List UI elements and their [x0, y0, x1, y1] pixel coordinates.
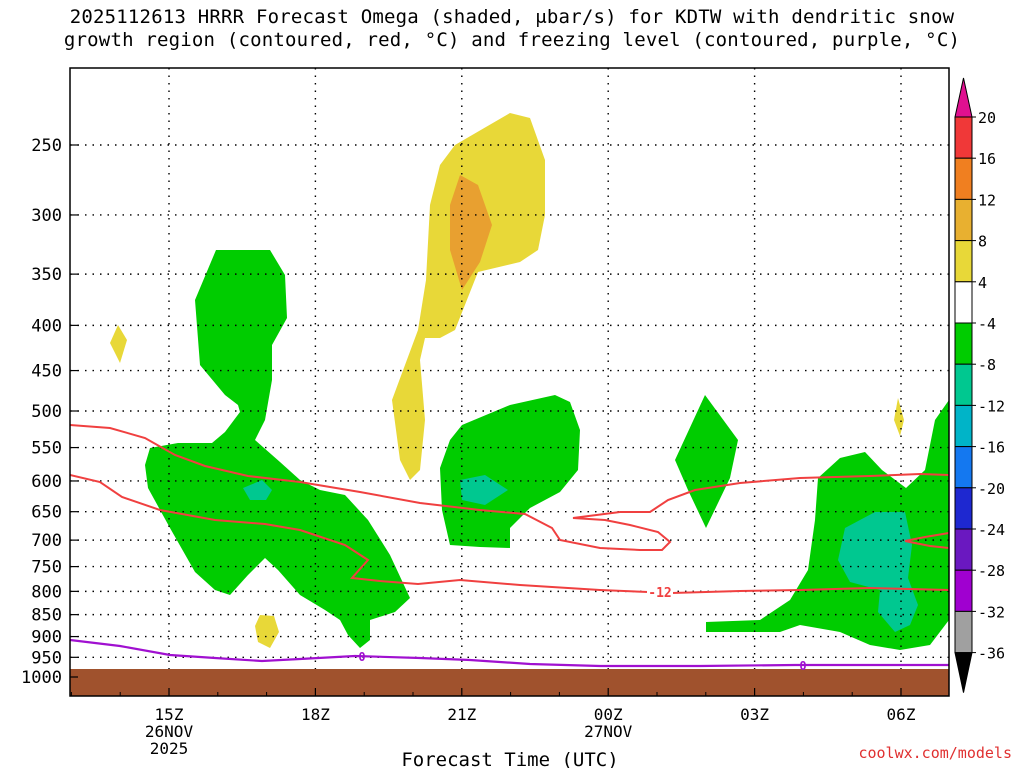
- y-tick-label: 800: [31, 582, 62, 602]
- colorbar-swatch: [954, 157, 973, 200]
- dgz-contour-label: -12: [648, 586, 671, 601]
- omega-region-negative-center-teal: [460, 475, 508, 505]
- colorbar-swatch: [954, 240, 973, 283]
- chart-title: 2025112613 HRRR Forecast Omega (shaded, …: [0, 6, 1024, 52]
- omega-region-negative-left: [145, 250, 410, 648]
- colorbar-label: -28: [978, 562, 1005, 580]
- omega-region-positive-small-3: [894, 398, 904, 436]
- dendritic-growth-contours: [70, 424, 949, 594]
- colorbar-swatch: [954, 116, 973, 159]
- colorbar-swatch: [954, 363, 973, 406]
- colorbar-swatch: [954, 487, 973, 530]
- x-tick-date-label: 27NOV: [584, 722, 633, 741]
- ground-layer: [70, 669, 949, 696]
- dgz-lower-contour: [70, 474, 649, 593]
- freezing-contour-label-2: 0: [799, 659, 806, 673]
- dgz-right-notch: [904, 532, 949, 549]
- x-tick-label: 15Z: [155, 705, 184, 724]
- y-tick-label: 900: [31, 628, 62, 648]
- y-tick-label: 350: [31, 265, 62, 285]
- x-tick-label: 18Z: [301, 705, 330, 724]
- colorbar-label: -32: [978, 603, 1005, 621]
- colorbar-label: 8: [978, 233, 987, 251]
- y-tick-label: 550: [31, 439, 62, 459]
- x-tick-date-label: 26NOV: [145, 722, 194, 741]
- colorbar: 20 16 12 8 4 -4 -8 -12 -16 -20 -24 -28 -32 -36: [954, 77, 1005, 693]
- colorbar-label: 12: [978, 191, 996, 209]
- x-tick-label: 21Z: [447, 705, 476, 724]
- colorbar-label: 16: [978, 150, 996, 168]
- y-tick-label: 950: [31, 648, 62, 668]
- colorbar-swatch: [954, 198, 973, 242]
- colorbar-label: -4: [978, 315, 996, 333]
- y-tick-label: 500: [31, 402, 62, 422]
- colorbar-label: -8: [978, 356, 996, 374]
- colorbar-swatch: [954, 569, 973, 612]
- y-tick-label: 650: [31, 503, 62, 523]
- y-tick-label: 850: [31, 606, 62, 626]
- x-tick-year-label: 2025: [150, 739, 189, 758]
- x-tick-label: 06Z: [887, 705, 916, 724]
- freezing-contour-label-1: 0: [358, 650, 365, 664]
- omega-region-positive-core: [450, 175, 492, 290]
- omega-region-negative-left-teal: [243, 480, 272, 500]
- colorbar-swatch: [954, 404, 973, 448]
- dgz-upper-contour: [70, 424, 949, 551]
- colorbar-label: -12: [978, 397, 1005, 415]
- freezing-level-contour: [70, 638, 949, 668]
- x-tick-label: 03Z: [740, 705, 769, 724]
- y-tick-label: 300: [31, 206, 62, 226]
- colorbar-label: 4: [978, 274, 987, 292]
- credit-text: coolwx.com/models: [858, 744, 1012, 762]
- omega-region-negative-right-teal: [838, 512, 918, 632]
- y-tick-label: 600: [31, 472, 62, 492]
- colorbar-swatch: [954, 281, 973, 324]
- dgz-label-bg: [647, 585, 673, 600]
- colorbar-swatch: [954, 528, 973, 571]
- title-line-1: 2025112613 HRRR Forecast Omega (shaded, …: [69, 6, 955, 28]
- colorbar-swatch: [954, 610, 973, 654]
- y-tick-label: 1000: [21, 668, 62, 688]
- plot-border: [69, 67, 950, 697]
- colorbar-swatch: [954, 446, 973, 489]
- colorbar-top-arrow: [954, 77, 973, 118]
- colorbar-bottom-arrow: [954, 652, 973, 693]
- omega-region-positive-upper: [392, 113, 545, 480]
- omega-region-negative-diamond: [675, 395, 738, 528]
- y-tick-label: 450: [31, 362, 62, 382]
- title-line-2: growth region (contoured, red, °C) and f…: [63, 29, 961, 51]
- colorbar-swatch: [954, 322, 973, 365]
- y-tick-label: 250: [31, 136, 62, 156]
- y-tick-label: 400: [31, 316, 62, 336]
- y-tick-label: 700: [31, 531, 62, 551]
- omega-region-positive-small-2: [255, 615, 279, 648]
- y-tick-label: 750: [31, 558, 62, 578]
- x-tick-label: 00Z: [594, 705, 623, 724]
- colorbar-label: -16: [978, 439, 1005, 457]
- colorbar-label: -24: [978, 521, 1005, 539]
- omega-region-positive-small-1: [110, 325, 127, 363]
- dgz-lower-contour-right: [671, 586, 949, 594]
- colorbar-label: -36: [978, 645, 1005, 663]
- colorbar-label: 20: [978, 109, 996, 127]
- colorbar-label: -20: [978, 480, 1005, 498]
- x-axis-title: Forecast Time (UTC): [401, 749, 618, 768]
